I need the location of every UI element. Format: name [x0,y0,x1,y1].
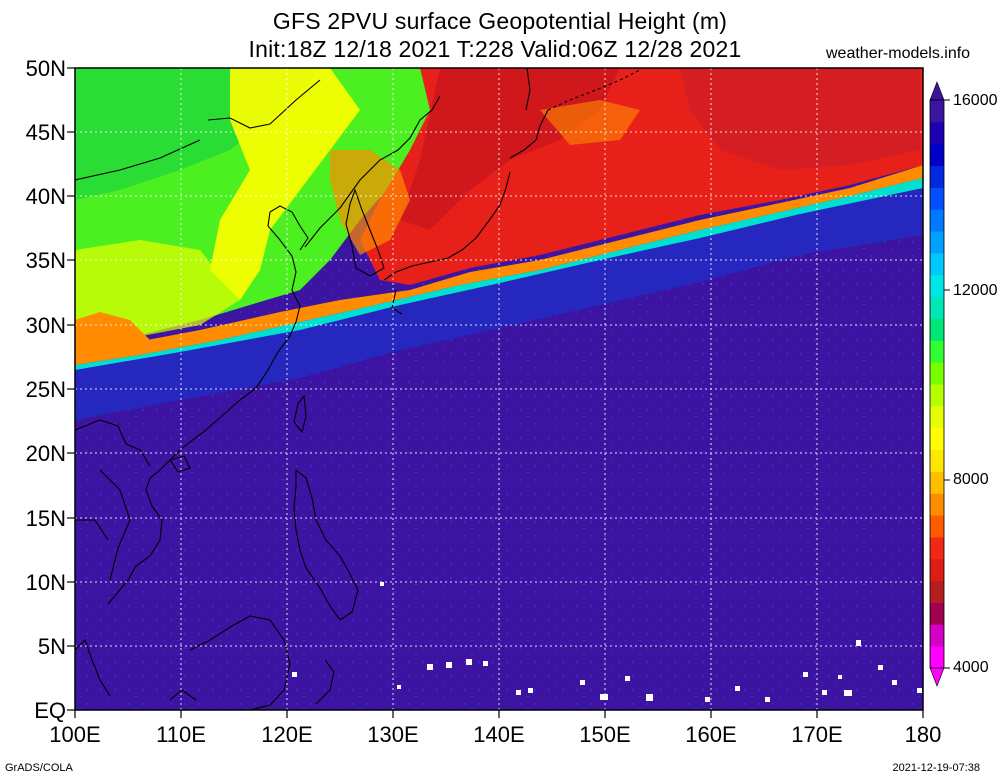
lat-label-50n: 50N [25,56,66,81]
lon-label-130e: 130E [367,722,419,747]
map-subtitle: Init:18Z 12/18 2021 T:228 Valid:06Z 12/2… [248,36,742,62]
colorbar-swatch [930,143,944,167]
lon-label-100e: 100E [49,722,101,747]
colorbar-label-12000: 12000 [953,282,998,299]
colorbar [929,81,945,687]
lat-label-5n: 5N [37,634,66,659]
colorbar-swatch [930,580,944,603]
lat-label-40n: 40N [25,184,66,209]
colorbar-ticks [944,99,950,669]
lon-label-180: 180 [904,722,942,747]
colorbar-swatch [930,646,944,669]
map-title: GFS 2PVU surface Geopotential Height (m) [272,8,728,34]
colorbar-swatch [930,165,944,188]
footer-timestamp: 2021-12-19-07:38 [892,762,980,774]
colorbar-swatch [930,449,944,472]
colorbar-swatch [930,252,944,276]
source-credit: weather-models.info [826,45,971,62]
axis-ticks [67,67,924,718]
colorbar-swatch [930,100,944,123]
lon-label-120e: 120E [261,722,313,747]
lat-label-15n: 15N [25,506,66,531]
lat-label-25n: 25N [25,377,66,402]
lat-label-20n: 20N [25,441,66,466]
lat-label-10n: 10N [25,570,66,595]
colorbar-swatch [930,231,944,254]
colorbar-max-arrow [929,81,945,101]
footer-software: GrADS/COLA [5,762,73,774]
colorbar-swatch [930,493,944,516]
colorbar-frame [929,99,945,669]
colorbar-swatch [930,471,944,494]
lat-label-45n: 45N [25,120,66,145]
colorbar-swatch [930,515,944,538]
lon-label-160e: 160E [685,722,737,747]
colorbar-swatch [930,340,944,363]
colorbar-swatch [930,624,944,647]
colorbar-min-arrow [929,667,945,687]
colorbar-swatch [930,602,944,625]
colorbar-swatch [930,296,944,319]
graticule [75,68,923,710]
lon-label-170e: 170E [791,722,843,747]
lon-label-150e: 150E [579,722,631,747]
colorbar-swatch [930,274,944,298]
colorbar-swatch [930,209,944,232]
colorbar-label-4000: 4000 [953,659,989,676]
lon-label-110e: 110E [156,722,206,747]
colorbar-swatch [930,384,944,407]
colorbar-swatch [930,405,944,429]
lat-label-30n: 30N [25,313,66,338]
lon-label-140e: 140E [473,722,525,747]
lat-label-35n: 35N [25,248,66,273]
colorbar-swatch [930,362,944,385]
colorbar-swatch [930,121,944,145]
colorbar-swatch [930,318,944,341]
colorbar-swatch [930,558,944,582]
colorbar-label-8000: 8000 [953,471,989,488]
colorbar-swatch [930,536,944,560]
colorbar-label-16000: 16000 [953,92,998,109]
colorbar-swatch [930,427,944,451]
colorbar-swatch [930,187,944,210]
coastlines [75,68,641,710]
lat-label-eq: EQ [34,698,66,723]
